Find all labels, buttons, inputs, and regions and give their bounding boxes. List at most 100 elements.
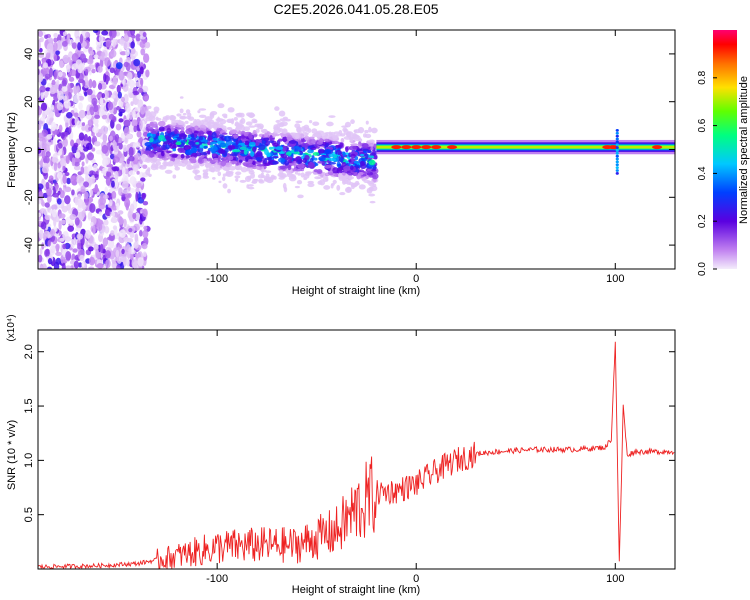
spectrogram-cell — [104, 57, 111, 67]
spectrogram-cell — [66, 112, 73, 119]
spectrogram-cell — [241, 135, 246, 139]
spectrogram-cell — [239, 112, 245, 118]
spectrogram-cell — [365, 120, 369, 125]
spectrogram-cell — [134, 233, 139, 243]
spectrogram-cell — [297, 194, 304, 199]
spectrogram-cell — [227, 188, 231, 194]
spectrogram-cell — [136, 130, 142, 138]
spectrogram-cell — [112, 61, 116, 69]
spectrogram-cell — [293, 160, 297, 168]
spectrogram-cell — [102, 134, 108, 143]
spectrogram-cell — [248, 170, 255, 175]
spectrogram-cell — [179, 115, 187, 120]
spectrogram-cell — [115, 62, 123, 70]
spectrogram-cell — [139, 66, 144, 75]
spectrogram-cell — [268, 140, 275, 143]
spectrogram-cell — [166, 127, 172, 134]
spectrogram-cell — [92, 125, 99, 134]
x-tick-label: -100 — [206, 273, 228, 285]
spectrogram-cell — [38, 191, 44, 198]
spectrogram-cell — [107, 238, 115, 249]
spectrogram-cell — [38, 212, 42, 218]
spectrogram-peak — [447, 145, 458, 150]
spectrogram-cell — [243, 131, 249, 137]
spectrogram-cell — [128, 247, 132, 255]
spectrogram-cell — [90, 174, 95, 185]
spectrogram-cell — [364, 129, 369, 134]
spectrogram-cell — [615, 163, 619, 167]
spectrogram-cell — [286, 134, 293, 141]
spectrogram-cell — [41, 201, 46, 207]
spectrogram-cell — [279, 169, 284, 175]
spectrogram-cell — [317, 176, 323, 179]
spectrogram-cell — [93, 54, 99, 59]
spectrogram-cell — [225, 170, 231, 177]
spectrogram-cell — [143, 95, 149, 101]
spectrogram-cell — [362, 177, 367, 181]
spectrogram-cell — [76, 233, 84, 240]
spectrogram-cell — [343, 165, 351, 172]
spectrogram-cell — [47, 239, 52, 247]
y-tick-label: -20 — [23, 189, 35, 205]
spectrogram-cell — [136, 71, 142, 78]
spectrogram-cell — [135, 142, 141, 148]
spectrogram-cell — [190, 137, 196, 141]
spectrogram-cell — [53, 261, 60, 269]
spectrogram-cell — [615, 131, 619, 135]
x-tick-label: 0 — [413, 573, 419, 585]
spectrogram-cell — [336, 184, 341, 191]
spectrogram-cell — [293, 145, 300, 149]
spectrogram-cell — [62, 138, 68, 148]
spectrogram-cell — [63, 100, 71, 109]
spectrogram-cell — [88, 246, 94, 252]
spectrogram-cell — [332, 140, 340, 145]
spectrogram-cell — [317, 161, 324, 164]
spectrogram-cell — [139, 159, 143, 164]
spectrogram-cell — [332, 167, 339, 174]
y-tick-label: 20 — [23, 96, 35, 108]
spectrogram-cell — [49, 117, 53, 124]
spectrogram-cell — [250, 151, 255, 157]
spectrogram-cell — [275, 146, 284, 151]
spectrogram-cell — [365, 133, 372, 139]
spectrogram-cell — [61, 40, 68, 47]
colorbar-ticks: 0.0 0.2 0.4 0.6 0.8 — [697, 70, 717, 276]
spectrogram-peak — [411, 145, 422, 150]
spectrogram-cell — [285, 157, 293, 161]
spectrogram-cell — [317, 148, 325, 154]
spectrogram-cell — [189, 141, 195, 147]
x-tick-label: 100 — [606, 573, 624, 585]
spectrogram-cell — [138, 87, 144, 94]
spectrogram-cell — [158, 134, 165, 142]
spectrogram-cell — [247, 186, 255, 190]
spectrogram-cell — [165, 125, 171, 129]
spectrogram-cell — [118, 217, 125, 225]
spectrogram-cell — [44, 202, 50, 208]
spectrogram-cell — [127, 71, 133, 81]
spectrogram-cell — [158, 126, 165, 132]
spectrogram-cell — [66, 64, 71, 73]
spectrogram-cell — [287, 164, 292, 171]
spectrogram-cell — [274, 106, 280, 111]
spectrogram-cell — [342, 176, 346, 182]
spectrogram-cell — [126, 237, 134, 243]
spectrogram-cell — [85, 31, 90, 38]
spectrogram-cell — [374, 154, 378, 160]
spectrogram-cell — [44, 214, 51, 221]
spectrogram-cell — [52, 137, 57, 146]
spectrogram-cell — [184, 159, 188, 165]
spectrogram-cell — [104, 186, 109, 195]
spectrogram-cell — [615, 172, 619, 175]
spectrogram-cell — [338, 174, 344, 180]
spectrogram-cell — [218, 180, 222, 184]
spectrogram-cell — [322, 150, 331, 155]
spectrogram-cell — [247, 184, 254, 187]
spectrogram-cell — [71, 53, 79, 63]
spectrogram-cell — [344, 121, 352, 128]
spectrogram-cell — [122, 82, 129, 92]
spectrogram-cell — [140, 48, 146, 56]
spectrogram-cell — [258, 178, 264, 183]
y-tick-label: -40 — [23, 237, 35, 253]
spectrogram-cell — [59, 190, 65, 199]
spectrogram-cell — [177, 147, 185, 153]
